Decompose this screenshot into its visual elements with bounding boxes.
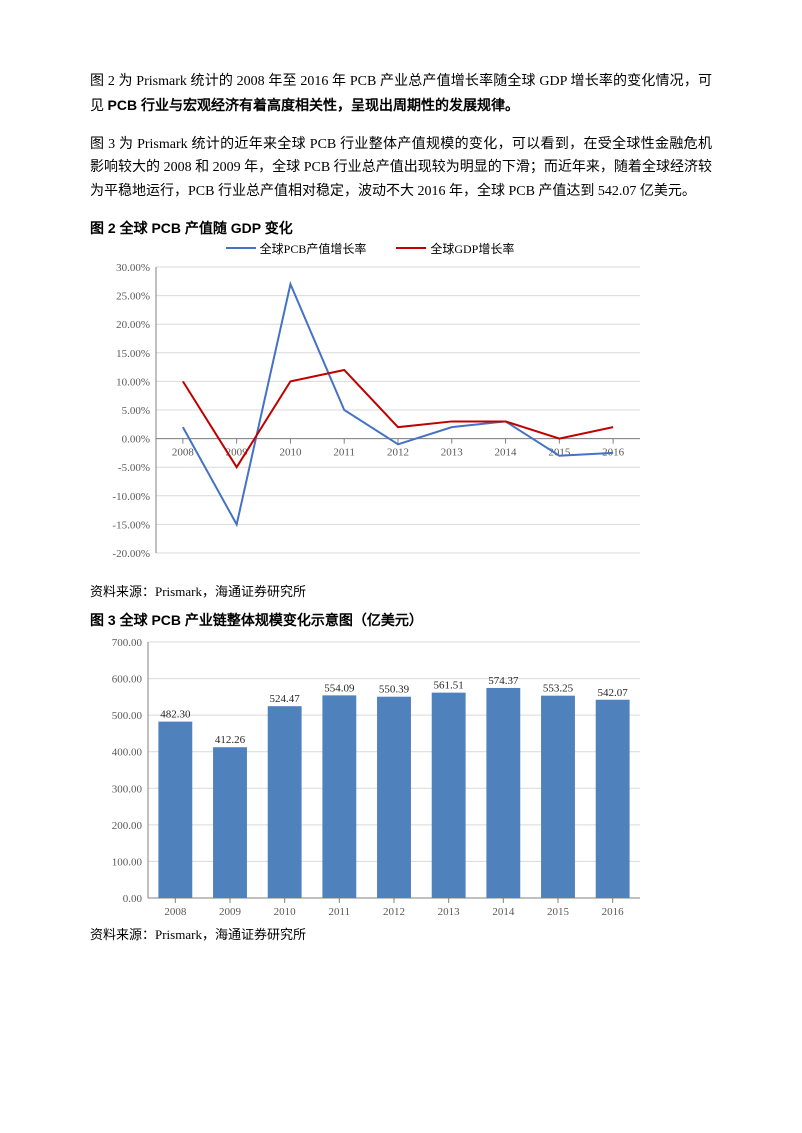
svg-text:2014: 2014 — [495, 447, 518, 459]
svg-text:0.00%: 0.00% — [122, 434, 150, 446]
svg-text:700.00: 700.00 — [112, 637, 143, 649]
svg-text:524.47: 524.47 — [270, 693, 301, 705]
svg-text:300.00: 300.00 — [112, 783, 143, 795]
svg-text:554.09: 554.09 — [324, 682, 355, 694]
fig2-legend: 全球PCB产值增长率 全球GDP增长率 — [90, 240, 650, 257]
svg-text:2014: 2014 — [492, 906, 515, 918]
svg-text:2010: 2010 — [279, 447, 302, 459]
p1-text-b: PCB 行业与宏观经济有着高度相关性，呈现出周期性的发展规律。 — [108, 97, 519, 113]
svg-text:-5.00%: -5.00% — [118, 462, 150, 474]
svg-text:412.26: 412.26 — [215, 734, 246, 746]
svg-text:10.00%: 10.00% — [116, 376, 150, 388]
fig2-chart: 全球PCB产值增长率 全球GDP增长率 -20.00% -15.00% -10.00… — [90, 240, 650, 579]
svg-text:2012: 2012 — [387, 447, 409, 459]
svg-text:2015: 2015 — [548, 447, 571, 459]
svg-text:2011: 2011 — [329, 906, 351, 918]
svg-text:2015: 2015 — [547, 906, 570, 918]
paragraph-1: 图 2 为 Prismark 统计的 2008 年至 2016 年 PCB 产业… — [90, 70, 712, 119]
svg-text:0.00: 0.00 — [123, 893, 143, 905]
fig3-svg: 0.00 100.00 200.00 300.00 400.00 500.00 600.00… — [90, 632, 650, 922]
svg-text:2010: 2010 — [274, 906, 297, 918]
svg-text:553.25: 553.25 — [543, 683, 574, 695]
svg-text:2013: 2013 — [441, 447, 464, 459]
fig2-title: 图 2 全球 PCB 产值随 GDP 变化 — [90, 218, 712, 238]
svg-text:2012: 2012 — [383, 906, 405, 918]
svg-text:100.00: 100.00 — [112, 856, 143, 868]
svg-text:-15.00%: -15.00% — [112, 519, 150, 531]
svg-text:542.07: 542.07 — [598, 687, 629, 699]
svg-text:550.39: 550.39 — [379, 684, 410, 696]
fig3-chart: 0.00 100.00 200.00 300.00 400.00 500.00 600.00… — [90, 632, 650, 922]
fig2-legend-gdp: 全球GDP增长率 — [396, 240, 514, 257]
fig2-legend-pcb: 全球PCB产值增长率 — [226, 240, 367, 257]
fig3-title: 图 3 全球 PCB 产业链整体规模变化示意图（亿美元） — [90, 610, 712, 630]
svg-text:25.00%: 25.00% — [116, 291, 150, 303]
fig3-source: 资料来源：Prismark，海通证券研究所 — [90, 924, 712, 943]
fig2-source: 资料来源：Prismark，海通证券研究所 — [90, 581, 712, 600]
svg-text:2016: 2016 — [602, 906, 625, 918]
svg-text:561.51: 561.51 — [434, 680, 464, 692]
svg-text:30.00%: 30.00% — [116, 262, 150, 274]
svg-text:20.00%: 20.00% — [116, 319, 150, 331]
svg-text:2008: 2008 — [164, 906, 187, 918]
svg-text:574.37: 574.37 — [488, 675, 519, 687]
svg-text:15.00%: 15.00% — [116, 348, 150, 360]
svg-text:600.00: 600.00 — [112, 674, 143, 686]
svg-text:200.00: 200.00 — [112, 820, 143, 832]
svg-text:400.00: 400.00 — [112, 747, 143, 759]
svg-text:500.00: 500.00 — [112, 710, 143, 722]
svg-text:5.00%: 5.00% — [122, 405, 150, 417]
svg-text:2008: 2008 — [172, 447, 195, 459]
svg-text:2009: 2009 — [219, 906, 242, 918]
svg-text:2013: 2013 — [438, 906, 461, 918]
svg-text:2011: 2011 — [333, 447, 355, 459]
svg-text:482.30: 482.30 — [160, 709, 191, 721]
svg-text:-10.00%: -10.00% — [112, 491, 150, 503]
fig2-svg: -20.00% -15.00% -10.00% -5.00% 0.00% 5.00% 10.… — [90, 259, 650, 579]
paragraph-2: 图 3 为 Prismark 统计的近年来全球 PCB 行业整体产值规模的变化，… — [90, 133, 712, 204]
svg-text:-20.00%: -20.00% — [112, 548, 150, 560]
